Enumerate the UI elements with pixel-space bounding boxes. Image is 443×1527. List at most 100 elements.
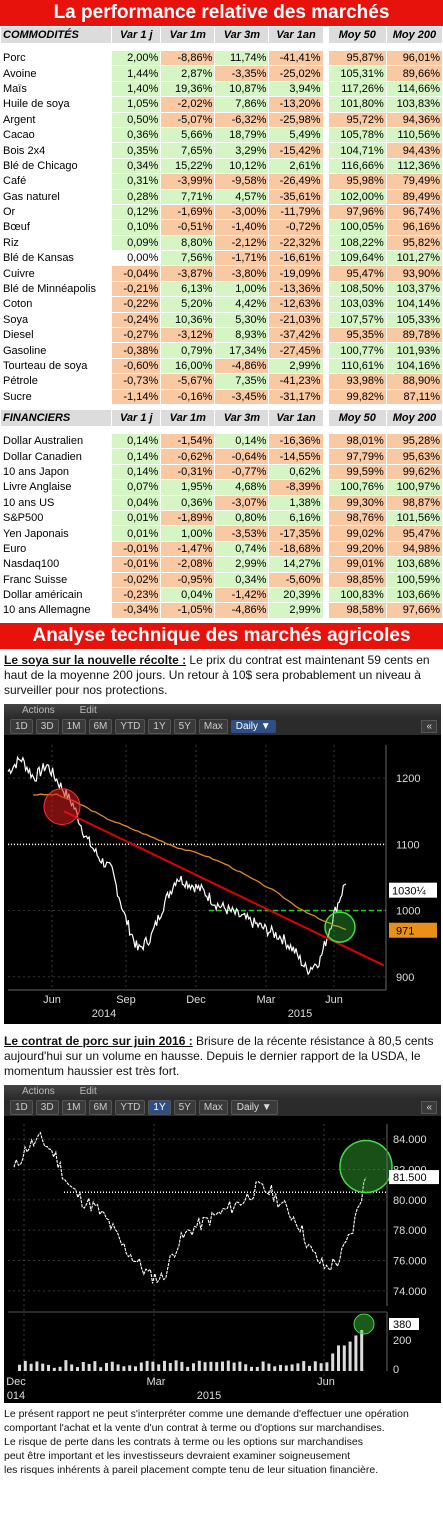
cell-value: -15,42% — [269, 143, 323, 158]
range-button-6m[interactable]: 6M — [88, 718, 113, 734]
column-header: Var 3m — [215, 409, 269, 426]
volume-bar — [313, 1360, 317, 1371]
table-row: Blé de Kansas 0,00% 7,56% -1,71% -16,61% 109,… — [1, 251, 442, 266]
cell-value: 5,49% — [269, 127, 323, 143]
cell-value: 2,99% — [269, 358, 323, 374]
edit-menu[interactable]: Edit — [79, 1085, 97, 1097]
row-label: Blé de Minnéapolis — [3, 283, 96, 296]
cell-value: -9,58% — [215, 174, 269, 189]
range-toolbar: 1D 3D 1M 6M YTD 1Y 5Y Max Daily ▼ « — [4, 717, 441, 735]
breakout-marker — [339, 1139, 393, 1193]
range-button-max[interactable]: Max — [198, 718, 228, 734]
cell-value: 103,37% — [386, 281, 442, 297]
cell-value: -17,35% — [269, 526, 323, 541]
cell-value: 98,85% — [328, 572, 386, 587]
range-button-3d[interactable]: 3D — [35, 718, 59, 734]
cell-value: 99,20% — [328, 541, 386, 557]
cell-value: 0,79% — [161, 343, 215, 358]
cell-value: -41,41% — [269, 51, 323, 66]
collapse-icon[interactable]: « — [421, 1100, 437, 1114]
cell-value: 0,80% — [215, 510, 269, 526]
table-row: Argent 0,50% -5,07% -6,32% -25,98% 95,72% 94,3… — [1, 112, 442, 127]
cell-value: 100,59% — [386, 572, 442, 587]
cell-value: 0,14% — [215, 433, 269, 449]
porc-chart[interactable]: Actions Edit 1D 3D 1M 6M YTD 1Y 5Y Max Daily ▼ « … — [4, 1084, 441, 1403]
cell-value: 95,47% — [386, 526, 442, 541]
cell-value: 2,61% — [269, 158, 323, 174]
column-header: Moy 200 — [386, 409, 442, 426]
cell-value: 104,71% — [328, 143, 386, 158]
table-row: Sucre -1,14% -0,16% -3,45% -31,17% 99,82% 87,1… — [1, 389, 442, 404]
volume-bar — [52, 1367, 56, 1371]
cell-value: 89,78% — [386, 328, 442, 343]
cell-value: 0,74% — [215, 541, 269, 557]
y-tick-label: 84.000 — [393, 1134, 427, 1146]
edit-menu[interactable]: Edit — [79, 704, 97, 716]
range-button-5y[interactable]: 5Y — [173, 1099, 196, 1115]
cell-value: 0,36% — [112, 127, 161, 143]
range-button-3d[interactable]: 3D — [35, 1099, 59, 1115]
cell-value: -0,38% — [112, 343, 161, 358]
row-label: Yen Japonais — [3, 527, 69, 540]
volume-bar — [290, 1364, 294, 1371]
range-button-ytd[interactable]: YTD — [115, 718, 146, 734]
volume-bar — [64, 1359, 68, 1371]
range-button-1y[interactable]: 1Y — [148, 1099, 171, 1115]
range-button-1m[interactable]: 1M — [61, 718, 86, 734]
cell-value: 103,83% — [386, 97, 442, 112]
cell-value: -0,62% — [161, 449, 215, 464]
table-row: S&P500 0,01% -1,89% 0,80% 6,16% 98,76% 101,56% — [1, 510, 442, 526]
cell-value: -0,95% — [161, 572, 215, 587]
cell-value: 7,35% — [215, 374, 269, 389]
ma-value-label: 971 — [396, 925, 414, 937]
last-price-tag — [389, 882, 437, 898]
cell-value: -5,67% — [161, 374, 215, 389]
column-header: FINANCIERS — [1, 409, 112, 426]
cell-value: 88,90% — [386, 374, 442, 389]
actions-menu[interactable]: Actions — [22, 704, 55, 716]
row-label: Dollar américain — [3, 589, 83, 602]
cell-value: 98,87% — [386, 495, 442, 510]
cell-value: 0,36% — [161, 495, 215, 510]
moving-average-200 — [32, 792, 347, 930]
range-button-1d[interactable]: 1D — [10, 1099, 33, 1115]
cell-value: 101,93% — [386, 343, 442, 358]
cell-value: 0,14% — [112, 433, 161, 449]
range-button-5y[interactable]: 5Y — [173, 718, 196, 734]
table-row: Livre Anglaise 0,07% 1,95% 4,68% -8,39% 100,7… — [1, 480, 442, 495]
volume-bar — [157, 1363, 161, 1371]
range-button-1y[interactable]: 1Y — [148, 718, 171, 734]
range-button-1m[interactable]: 1M — [61, 1099, 86, 1115]
cell-value: -6,32% — [215, 112, 269, 127]
volume-bar — [58, 1366, 62, 1371]
frequency-dropdown[interactable]: Daily ▼ — [230, 1099, 278, 1115]
cell-value: 117,26% — [328, 81, 386, 97]
table-row: Cuivre -0,04% -3,87% -3,80% -19,09% 95,47% 93,… — [1, 266, 442, 281]
collapse-icon[interactable]: « — [421, 719, 437, 733]
year-label: 2015 — [288, 1008, 312, 1020]
cell-value: -0,02% — [112, 572, 161, 587]
volume-bar — [221, 1361, 224, 1371]
last-price-label: 1030¼ — [392, 885, 426, 897]
range-button-max[interactable]: Max — [198, 1099, 228, 1115]
cell-value: -27,45% — [269, 343, 323, 358]
cell-value: 10,12% — [215, 158, 269, 174]
table-row: Diesel -0,27% -3,12% 8,93% -37,42% 95,35% 89,7… — [1, 328, 442, 343]
range-button-ytd[interactable]: YTD — [115, 1099, 146, 1115]
range-button-6m[interactable]: 6M — [88, 1099, 113, 1115]
cell-value: 0,01% — [112, 510, 161, 526]
cell-value: 0,14% — [112, 464, 161, 480]
cell-value: 17,34% — [215, 343, 269, 358]
range-button-1d[interactable]: 1D — [10, 718, 33, 734]
downtrend-line — [63, 809, 385, 967]
table-row: Gasoline -0,38% 0,79% 17,34% -27,45% 100,77% 1… — [1, 343, 442, 358]
row-label: Tourteau de soya — [3, 360, 88, 372]
cell-value: 99,59% — [328, 464, 386, 480]
actions-menu[interactable]: Actions — [22, 1085, 55, 1097]
table-row: Tourteau de soya -0,60% 16,00% -4,86% 2,99% 1… — [1, 358, 442, 374]
volume-bar — [308, 1365, 311, 1371]
ma-value-tag — [389, 922, 437, 938]
cell-value: 112,36% — [386, 158, 442, 174]
frequency-dropdown[interactable]: Daily ▼ — [230, 719, 276, 733]
soya-chart[interactable]: Actions Edit 1D 3D 1M 6M YTD 1Y 5Y Max Daily ▼ « … — [4, 703, 441, 1024]
